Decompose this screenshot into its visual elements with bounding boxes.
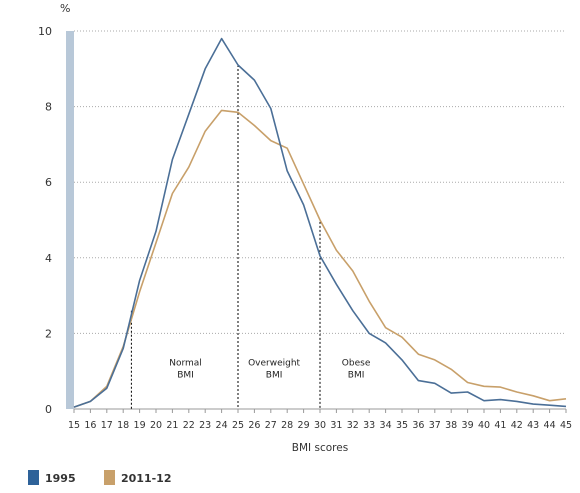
gridlines	[74, 30, 566, 334]
x-tick-label: 15	[68, 420, 80, 431]
x-tick-label: 26	[248, 420, 260, 431]
x-tick-label: 45	[560, 420, 572, 431]
x-tick-label: 27	[265, 420, 277, 431]
x-tick-label: 30	[314, 420, 326, 431]
legend-swatch-2011-12	[104, 470, 115, 485]
x-tick-label: 17	[101, 420, 113, 431]
y-tick-label: 4	[45, 252, 52, 265]
bmi-category-reference-lines	[130, 65, 321, 409]
x-tick-label: 24	[216, 420, 228, 431]
x-tick-label: 38	[445, 420, 457, 431]
bmi-category-labels: Normal BMI Overweight BMI Obese BMI	[169, 359, 371, 381]
y-axis-label: %	[60, 2, 70, 15]
x-tick-label: 42	[511, 420, 523, 431]
x-tick-label: 39	[462, 420, 474, 431]
x-tick-label: 22	[183, 420, 195, 431]
bmi-category-label-sub: BMI	[177, 371, 194, 381]
x-tick-label: 44	[544, 420, 556, 431]
x-tick-label: 43	[527, 420, 539, 431]
x-tick-label: 37	[429, 420, 441, 431]
x-tick-label: 19	[134, 420, 146, 431]
x-tick-label: 23	[199, 420, 211, 431]
y-tick-label: 2	[45, 327, 52, 340]
x-tick-label: 41	[494, 420, 506, 431]
y-tick-label: 6	[45, 176, 52, 189]
series-line-1995	[73, 37, 567, 408]
x-tick-label: 33	[363, 420, 375, 431]
y-tick-label: 0	[45, 403, 52, 416]
x-tick-label: 16	[84, 420, 96, 431]
bmi-category-label: Normal	[169, 359, 202, 369]
x-tick-label: 21	[166, 420, 178, 431]
y-tick-label: 10	[38, 25, 52, 38]
y-axis-bar-fill	[66, 31, 74, 409]
x-tick-label: 32	[347, 420, 359, 431]
legend-swatch-1995	[28, 470, 39, 485]
x-tick-label: 36	[412, 420, 424, 431]
x-tick-label: 20	[150, 420, 162, 431]
bmi-category-label: Overweight	[248, 359, 300, 369]
bmi-category-label: Obese	[342, 359, 371, 369]
legend-label: 2011-12	[121, 472, 172, 485]
y-tick-labels: 0 2 4 6 8 10	[38, 25, 52, 416]
x-tick-labels: 15 16 17 18 19 20 21 22 23 24 25 26 27 28 29 30 31 32 33 34…	[68, 420, 572, 431]
x-tick-label: 18	[117, 420, 129, 431]
legend-label: 1995	[45, 472, 76, 485]
x-tick-label: 25	[232, 420, 244, 431]
x-tick-label: 35	[396, 420, 408, 431]
legend: 1995 2011-12	[28, 470, 172, 485]
y-axis-bar	[66, 31, 74, 409]
x-tick-label: 34	[380, 420, 392, 431]
bmi-category-label-sub: BMI	[348, 371, 365, 381]
series-line-2011-12	[73, 109, 567, 408]
x-tick-label: 28	[281, 420, 293, 431]
x-tick-label: 40	[478, 420, 490, 431]
x-tick-label: 29	[298, 420, 310, 431]
x-axis	[73, 408, 567, 413]
y-tick-label: 8	[45, 101, 52, 114]
x-axis-label: BMI scores	[292, 442, 348, 454]
x-tick-label: 31	[330, 420, 342, 431]
bmi-category-label-sub: BMI	[266, 371, 283, 381]
series-lines	[73, 37, 567, 408]
